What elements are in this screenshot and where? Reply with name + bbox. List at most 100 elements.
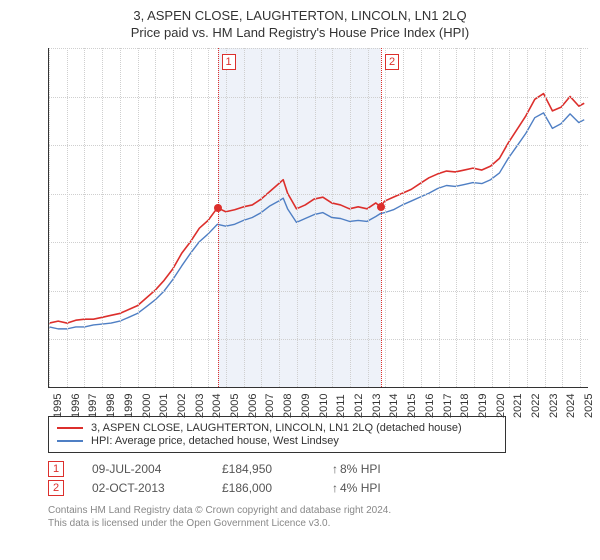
chart-title: 3, ASPEN CLOSE, LAUGHTERTON, LINCOLN, LN… — [12, 8, 588, 23]
attribution-text: Contains HM Land Registry data © Crown c… — [48, 504, 588, 530]
gridline-v — [562, 48, 563, 387]
legend-item: 3, ASPEN CLOSE, LAUGHTERTON, LINCOLN, LN… — [57, 422, 497, 434]
gridline-v — [456, 48, 457, 387]
sale-marker-dot — [214, 204, 222, 212]
gridline-v — [492, 48, 493, 387]
sale-index-box: 1 — [48, 461, 64, 477]
x-axis-label: 1999 — [123, 394, 135, 418]
x-axis-label: 2002 — [176, 394, 188, 418]
chart-container: 3, ASPEN CLOSE, LAUGHTERTON, LINCOLN, LN… — [0, 0, 600, 560]
x-axis-label: 2005 — [229, 394, 241, 418]
sale-date: 02-OCT-2013 — [92, 481, 222, 495]
legend-item: HPI: Average price, detached house, West… — [57, 435, 497, 447]
gridline-v — [385, 48, 386, 387]
x-axis-label: 1996 — [70, 394, 82, 418]
legend-swatch — [57, 440, 83, 442]
legend-label: HPI: Average price, detached house, West… — [91, 435, 339, 447]
x-axis-label: 2007 — [264, 394, 276, 418]
sale-index-box: 2 — [48, 480, 64, 496]
x-axis-label: 2015 — [406, 394, 418, 418]
x-axis-label: 2013 — [371, 394, 383, 418]
gridline-h — [49, 339, 588, 340]
x-axis-label: 2003 — [194, 394, 206, 418]
sale-delta: 4% HPI — [332, 481, 442, 495]
gridline-v — [421, 48, 422, 387]
x-axis-label: 2019 — [477, 394, 489, 418]
gridline-v — [350, 48, 351, 387]
x-axis-label: 2023 — [548, 394, 560, 418]
x-axis-label: 2009 — [300, 394, 312, 418]
sale-marker-line — [381, 48, 382, 387]
gridline-v — [191, 48, 192, 387]
series-lines — [49, 48, 588, 387]
gridline-v — [138, 48, 139, 387]
gridline-v — [261, 48, 262, 387]
attribution-line: Contains HM Land Registry data © Crown c… — [48, 504, 588, 517]
x-axis-label: 2000 — [141, 394, 153, 418]
x-axis-label: 2001 — [158, 394, 170, 418]
legend-label: 3, ASPEN CLOSE, LAUGHTERTON, LINCOLN, LN… — [91, 422, 462, 434]
gridline-v — [315, 48, 316, 387]
gridline-v — [208, 48, 209, 387]
sale-marker-dot — [377, 203, 385, 211]
gridline-v — [67, 48, 68, 387]
x-axis-label: 2021 — [512, 394, 524, 418]
x-axis-label: 2010 — [318, 394, 330, 418]
x-axis-label: 1995 — [52, 394, 64, 418]
gridline-v — [49, 48, 50, 387]
chart-subtitle: Price paid vs. HM Land Registry's House … — [12, 25, 588, 40]
gridline-v — [244, 48, 245, 387]
x-axis-label: 1997 — [87, 394, 99, 418]
x-axis-label: 2022 — [530, 394, 542, 418]
x-axis-label: 2006 — [247, 394, 259, 418]
sale-marker-line — [218, 48, 219, 387]
x-axis-label: 2012 — [353, 394, 365, 418]
sales-table: 1 09-JUL-2004£184,9508% HPI 2 02-OCT-2013£1… — [48, 461, 588, 496]
gridline-v — [527, 48, 528, 387]
legend-swatch — [57, 427, 83, 429]
gridline-v — [102, 48, 103, 387]
gridline-v — [474, 48, 475, 387]
gridline-v — [545, 48, 546, 387]
gridline-v — [173, 48, 174, 387]
gridline-v — [297, 48, 298, 387]
x-axis-label: 2017 — [442, 394, 454, 418]
gridline-v — [226, 48, 227, 387]
gridline-h — [49, 291, 588, 292]
gridline-v — [279, 48, 280, 387]
series-property — [49, 94, 584, 324]
gridline-v — [120, 48, 121, 387]
sale-date: 09-JUL-2004 — [92, 462, 222, 476]
plot-region: £0£50K£100K£150K£200K£250K£300K£350K12 — [48, 48, 588, 388]
gridline-v — [155, 48, 156, 387]
x-axis-label: 2020 — [495, 394, 507, 418]
chart-area: £0£50K£100K£150K£200K£250K£300K£350K12 1… — [12, 48, 588, 412]
x-axis-label: 2016 — [424, 394, 436, 418]
gridline-v — [403, 48, 404, 387]
gridline-v — [439, 48, 440, 387]
gridline-h — [49, 194, 588, 195]
x-axis-label: 2011 — [335, 394, 347, 418]
gridline-v — [332, 48, 333, 387]
gridline-v — [84, 48, 85, 387]
gridline-h — [49, 145, 588, 146]
sale-row: 1 09-JUL-2004£184,9508% HPI — [48, 461, 588, 477]
sale-marker-box: 2 — [385, 54, 399, 70]
sale-price: £186,000 — [222, 481, 332, 495]
gridline-h — [49, 97, 588, 98]
sale-delta: 8% HPI — [332, 462, 442, 476]
x-axis-label: 2018 — [459, 394, 471, 418]
x-axis-label: 2008 — [282, 394, 294, 418]
gridline-h — [49, 242, 588, 243]
x-axis-label: 2004 — [211, 394, 223, 418]
x-axis-label: 2025 — [583, 394, 595, 418]
sale-row: 2 02-OCT-2013£186,0004% HPI — [48, 480, 588, 496]
gridline-v — [368, 48, 369, 387]
gridline-v — [580, 48, 581, 387]
x-axis-label: 2024 — [565, 394, 577, 418]
sale-price: £184,950 — [222, 462, 332, 476]
legend-box: 3, ASPEN CLOSE, LAUGHTERTON, LINCOLN, LN… — [48, 416, 506, 453]
x-axis-label: 2014 — [388, 394, 400, 418]
gridline-h — [49, 48, 588, 49]
x-axis-label: 1998 — [105, 394, 117, 418]
